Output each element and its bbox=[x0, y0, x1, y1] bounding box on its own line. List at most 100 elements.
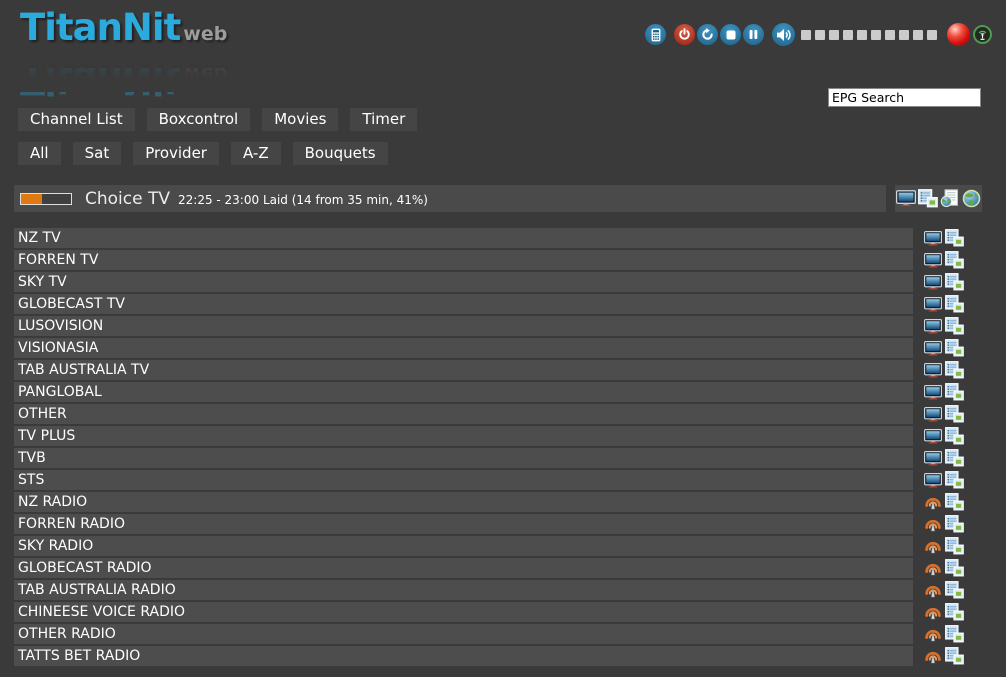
pause-button[interactable] bbox=[743, 24, 764, 45]
tv-channel-icon[interactable] bbox=[924, 340, 942, 356]
volume-level-bar[interactable] bbox=[801, 29, 937, 40]
channel-row-actions bbox=[924, 515, 964, 533]
epg-list-icon[interactable] bbox=[945, 383, 964, 401]
channel-name[interactable]: OTHER bbox=[14, 404, 913, 424]
channel-name[interactable]: FORREN TV bbox=[14, 250, 913, 270]
channel-name[interactable]: NZ TV bbox=[14, 228, 913, 248]
tv-channel-icon[interactable] bbox=[924, 362, 942, 378]
epg-list-icon[interactable] bbox=[945, 229, 964, 247]
tv-channel-icon[interactable] bbox=[924, 318, 942, 334]
filter-all[interactable]: All bbox=[18, 142, 61, 165]
epg-list-icon[interactable] bbox=[945, 295, 964, 313]
epg-list-icon[interactable] bbox=[945, 559, 964, 577]
tab-movies[interactable]: Movies bbox=[262, 108, 339, 131]
tv-channel-icon[interactable] bbox=[924, 230, 942, 246]
box-control-toolbar bbox=[645, 23, 992, 46]
channel-row-actions bbox=[924, 251, 964, 269]
channel-name[interactable]: TVB bbox=[14, 448, 913, 468]
channel-name[interactable]: SKY RADIO bbox=[14, 536, 913, 556]
stop-button[interactable] bbox=[720, 24, 741, 45]
channel-name[interactable]: SKY TV bbox=[14, 272, 913, 292]
epg-list-icon[interactable] bbox=[918, 189, 938, 208]
epg-list-icon[interactable] bbox=[945, 405, 964, 423]
tv-channel-icon[interactable] bbox=[924, 274, 942, 290]
channel-name[interactable]: GLOBECAST RADIO bbox=[14, 558, 913, 578]
epg-list-icon[interactable] bbox=[945, 493, 964, 511]
power-button[interactable] bbox=[674, 24, 695, 45]
epg-list-icon[interactable] bbox=[945, 339, 964, 357]
stream-icon[interactable] bbox=[940, 189, 960, 208]
channel-row-actions bbox=[924, 339, 964, 357]
channel-name[interactable]: TAB AUSTRALIA RADIO bbox=[14, 580, 913, 600]
channel-name[interactable]: VISIONASIA bbox=[14, 338, 913, 358]
radio-channel-icon[interactable] bbox=[924, 605, 942, 620]
reboot-button[interactable] bbox=[697, 24, 718, 45]
epg-list-icon[interactable] bbox=[945, 251, 964, 269]
epg-list-icon[interactable] bbox=[945, 647, 964, 665]
channel-name[interactable]: NZ RADIO bbox=[14, 492, 913, 512]
channel-name[interactable]: FORREN RADIO bbox=[14, 514, 913, 534]
channel-row: FORREN TV bbox=[14, 250, 964, 270]
epg-list-icon[interactable] bbox=[945, 273, 964, 291]
volume-button[interactable] bbox=[772, 23, 795, 46]
web-browser-icon[interactable] bbox=[962, 189, 981, 208]
channel-name[interactable]: LUSOVISION bbox=[14, 316, 913, 336]
radio-channel-icon[interactable] bbox=[924, 583, 942, 598]
epg-list-icon[interactable] bbox=[945, 427, 964, 445]
channel-row-actions bbox=[924, 361, 964, 379]
filter-bouquets[interactable]: Bouquets bbox=[292, 142, 388, 165]
filter-a-z[interactable]: A-Z bbox=[230, 142, 281, 165]
tab-timer[interactable]: Timer bbox=[350, 108, 418, 131]
channel-name[interactable]: PANGLOBAL bbox=[14, 382, 913, 402]
channel-name[interactable]: TATTS BET RADIO bbox=[14, 646, 913, 666]
channel-name[interactable]: TAB AUSTRALIA TV bbox=[14, 360, 913, 380]
radio-channel-icon[interactable] bbox=[924, 627, 942, 642]
tv-channel-icon[interactable] bbox=[924, 296, 942, 312]
channel-row-actions bbox=[924, 427, 964, 445]
epg-list-icon[interactable] bbox=[945, 449, 964, 467]
epg-list-icon[interactable] bbox=[945, 537, 964, 555]
channel-name[interactable]: STS bbox=[14, 470, 913, 490]
tv-channel-icon[interactable] bbox=[924, 252, 942, 268]
channel-name[interactable]: CHINEESE VOICE RADIO bbox=[14, 602, 913, 622]
channel-row: CHINEESE VOICE RADIO bbox=[14, 602, 964, 622]
channel-row-actions bbox=[924, 471, 964, 489]
epg-list-icon[interactable] bbox=[945, 603, 964, 621]
channel-row: GLOBECAST TV bbox=[14, 294, 964, 314]
watch-tv-icon[interactable] bbox=[896, 190, 916, 207]
radio-channel-icon[interactable] bbox=[924, 517, 942, 532]
epg-list-icon[interactable] bbox=[945, 471, 964, 489]
radio-channel-icon[interactable] bbox=[924, 495, 942, 510]
channel-name[interactable]: GLOBECAST TV bbox=[14, 294, 913, 314]
epg-list-icon[interactable] bbox=[945, 625, 964, 643]
epg-list-icon[interactable] bbox=[945, 581, 964, 599]
tv-channel-icon[interactable] bbox=[924, 428, 942, 444]
tab-boxcontrol[interactable]: Boxcontrol bbox=[146, 108, 251, 131]
logo-subtitle: web bbox=[183, 23, 228, 45]
filter-provider[interactable]: Provider bbox=[133, 142, 219, 165]
epg-list-icon[interactable] bbox=[945, 361, 964, 379]
signal-button[interactable] bbox=[973, 25, 992, 44]
tv-channel-icon[interactable] bbox=[924, 450, 942, 466]
tab-channel-list[interactable]: Channel List bbox=[18, 108, 135, 131]
volume-level-square bbox=[857, 29, 867, 40]
antenna-icon bbox=[978, 30, 987, 40]
epg-search-input[interactable] bbox=[828, 88, 981, 107]
radio-channel-icon[interactable] bbox=[924, 649, 942, 664]
channel-row-actions bbox=[924, 647, 964, 665]
channel-name[interactable]: TV PLUS bbox=[14, 426, 913, 446]
channel-row: TAB AUSTRALIA RADIO bbox=[14, 580, 964, 600]
channel-row-actions bbox=[924, 625, 964, 643]
tv-channel-icon[interactable] bbox=[924, 384, 942, 400]
radio-channel-icon[interactable] bbox=[924, 539, 942, 554]
channel-row: STS bbox=[14, 470, 964, 490]
filter-sat[interactable]: Sat bbox=[72, 142, 122, 165]
tv-channel-icon[interactable] bbox=[924, 472, 942, 488]
epg-list-icon[interactable] bbox=[945, 317, 964, 335]
channel-name[interactable]: OTHER RADIO bbox=[14, 624, 913, 644]
remote-control-button[interactable] bbox=[645, 24, 666, 45]
radio-channel-icon[interactable] bbox=[924, 561, 942, 576]
epg-list-icon[interactable] bbox=[945, 515, 964, 533]
tv-channel-icon[interactable] bbox=[924, 406, 942, 422]
pause-icon bbox=[749, 30, 758, 39]
